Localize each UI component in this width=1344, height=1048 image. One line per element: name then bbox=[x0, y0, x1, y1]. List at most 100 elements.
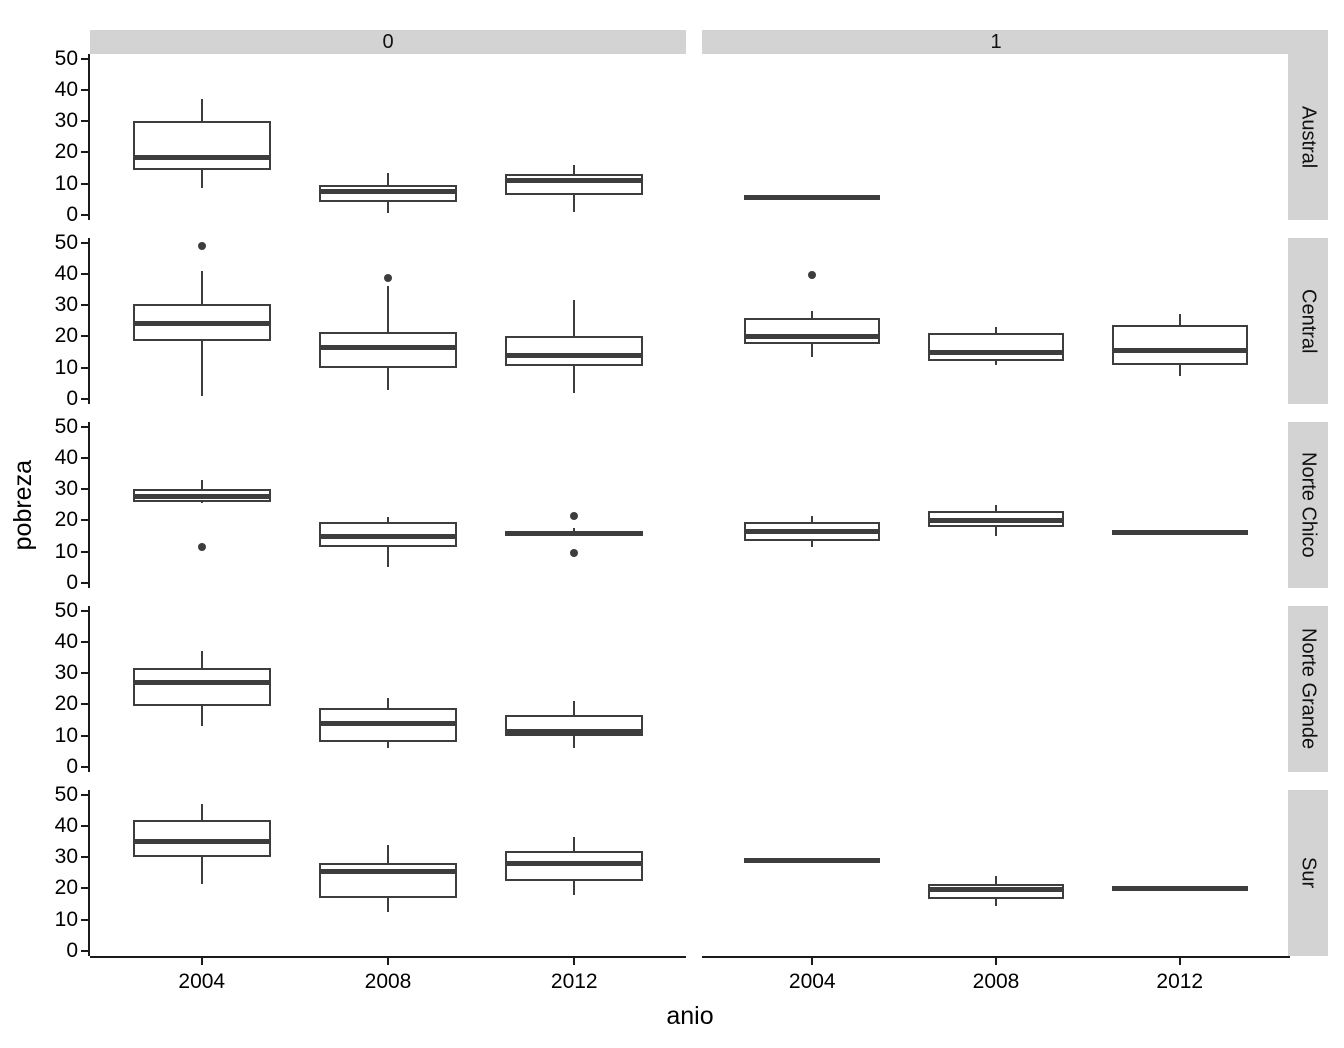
y-axis-tick-label: 50 bbox=[54, 782, 78, 806]
x-axis-tick-label: 2004 bbox=[788, 970, 836, 993]
whisker-lower bbox=[995, 899, 997, 906]
x-axis-title: anio bbox=[540, 1002, 840, 1031]
whisker-upper bbox=[811, 311, 814, 318]
y-axis-tick bbox=[81, 918, 88, 921]
facet-row-strip-label: Central bbox=[1297, 288, 1320, 354]
median-line bbox=[744, 333, 881, 339]
y-axis-line bbox=[88, 422, 90, 588]
median-line bbox=[505, 728, 644, 734]
y-axis-tick bbox=[81, 241, 88, 244]
whisker-upper bbox=[573, 836, 576, 851]
y-axis-tick bbox=[81, 703, 88, 706]
whisker-upper bbox=[995, 504, 997, 511]
y-axis-tick-label: 40 bbox=[54, 77, 78, 101]
whisker-upper bbox=[573, 701, 576, 716]
whisker-lower bbox=[573, 880, 576, 895]
whisker-lower bbox=[200, 705, 203, 727]
y-axis-tick-label: 30 bbox=[54, 661, 78, 685]
median-line bbox=[744, 528, 881, 534]
facet-row-strip-label: Norte Grande bbox=[1297, 628, 1320, 750]
y-axis-tick bbox=[81, 793, 88, 796]
median-line bbox=[1111, 530, 1248, 536]
whisker-upper bbox=[200, 651, 203, 669]
whisker-upper bbox=[200, 803, 203, 820]
x-axis-tick-label: 2008 bbox=[972, 970, 1020, 993]
facet-column-strip: 1 bbox=[702, 30, 1290, 54]
outlier-point bbox=[197, 241, 206, 250]
y-axis-tick bbox=[81, 550, 88, 553]
whisker-lower bbox=[995, 526, 997, 537]
y-axis-title-text: pobreza bbox=[8, 459, 37, 551]
y-axis-tick bbox=[81, 57, 88, 60]
y-axis-tick-label: 0 bbox=[66, 571, 78, 594]
y-axis-tick bbox=[81, 398, 88, 400]
median-line bbox=[318, 720, 458, 726]
whisker-upper bbox=[995, 327, 997, 334]
y-axis-tick-label: 10 bbox=[54, 171, 78, 195]
y-axis-tick-label: 0 bbox=[66, 387, 78, 410]
facet-row-strip: Austral bbox=[1288, 54, 1328, 220]
whisker-upper bbox=[200, 99, 203, 122]
facet-row-strip-label: Sur bbox=[1297, 857, 1320, 889]
x-axis-tick-label: 2012 bbox=[550, 970, 598, 993]
median-line bbox=[927, 517, 1065, 523]
y-axis-line bbox=[88, 606, 90, 772]
y-axis-tick-label: 20 bbox=[54, 324, 78, 348]
y-axis-line bbox=[88, 54, 90, 220]
facet-row-strip: Central bbox=[1288, 238, 1328, 404]
y-axis-tick-label: 50 bbox=[54, 598, 78, 622]
median-line bbox=[744, 857, 881, 863]
y-axis-tick bbox=[81, 519, 88, 522]
x-axis-tick bbox=[573, 958, 576, 965]
y-axis-tick bbox=[81, 304, 88, 307]
y-axis-tick-label: 0 bbox=[66, 203, 78, 226]
y-axis-tick-label: 20 bbox=[54, 692, 78, 716]
x-axis-tick bbox=[995, 958, 997, 965]
median-line bbox=[318, 344, 458, 350]
whisker-lower bbox=[200, 169, 203, 189]
y-axis-tick-label: 20 bbox=[54, 140, 78, 164]
median-line bbox=[132, 321, 271, 327]
y-axis-tick-label: 40 bbox=[54, 813, 78, 837]
whisker-lower bbox=[387, 367, 389, 390]
whisker-upper bbox=[200, 270, 203, 304]
median-line bbox=[927, 349, 1065, 355]
whisker-upper bbox=[387, 844, 389, 864]
y-axis-tick-label: 40 bbox=[54, 261, 78, 285]
y-axis-tick-label: 10 bbox=[54, 539, 78, 563]
y-axis-tick bbox=[81, 672, 88, 675]
y-axis-tick bbox=[81, 950, 88, 952]
y-axis-tick bbox=[81, 335, 88, 338]
y-axis-tick bbox=[81, 609, 88, 612]
y-axis-tick-label: 40 bbox=[54, 629, 78, 653]
y-axis-tick-label: 30 bbox=[54, 845, 78, 869]
y-axis-line bbox=[88, 238, 90, 404]
whisker-lower bbox=[387, 202, 389, 214]
y-axis-tick-label: 50 bbox=[54, 230, 78, 254]
y-axis-tick-label: 50 bbox=[54, 46, 78, 70]
box-iqr bbox=[132, 121, 271, 170]
whisker-lower bbox=[1178, 364, 1181, 376]
whisker-lower bbox=[573, 194, 576, 212]
box-iqr bbox=[927, 333, 1065, 362]
facet-row-strip: Sur bbox=[1288, 790, 1328, 956]
y-axis-tick bbox=[81, 824, 88, 827]
x-axis-line bbox=[90, 956, 686, 958]
whisker-upper bbox=[811, 515, 814, 522]
y-axis-tick bbox=[81, 582, 88, 584]
strip-corner bbox=[1288, 30, 1328, 54]
whisker-upper bbox=[1178, 314, 1181, 326]
box-iqr bbox=[505, 336, 644, 367]
median-line bbox=[505, 178, 644, 184]
y-axis-tick-label: 40 bbox=[54, 445, 78, 469]
outlier-point bbox=[384, 274, 392, 283]
x-axis-title-text: anio bbox=[666, 1002, 714, 1030]
whisker-upper bbox=[387, 286, 389, 332]
whisker-upper bbox=[387, 172, 389, 186]
median-line bbox=[132, 494, 271, 500]
whisker-lower bbox=[811, 540, 814, 547]
median-line bbox=[318, 868, 458, 874]
whisker-lower bbox=[200, 857, 203, 884]
facet-row-strip: Norte Chico bbox=[1288, 422, 1328, 588]
